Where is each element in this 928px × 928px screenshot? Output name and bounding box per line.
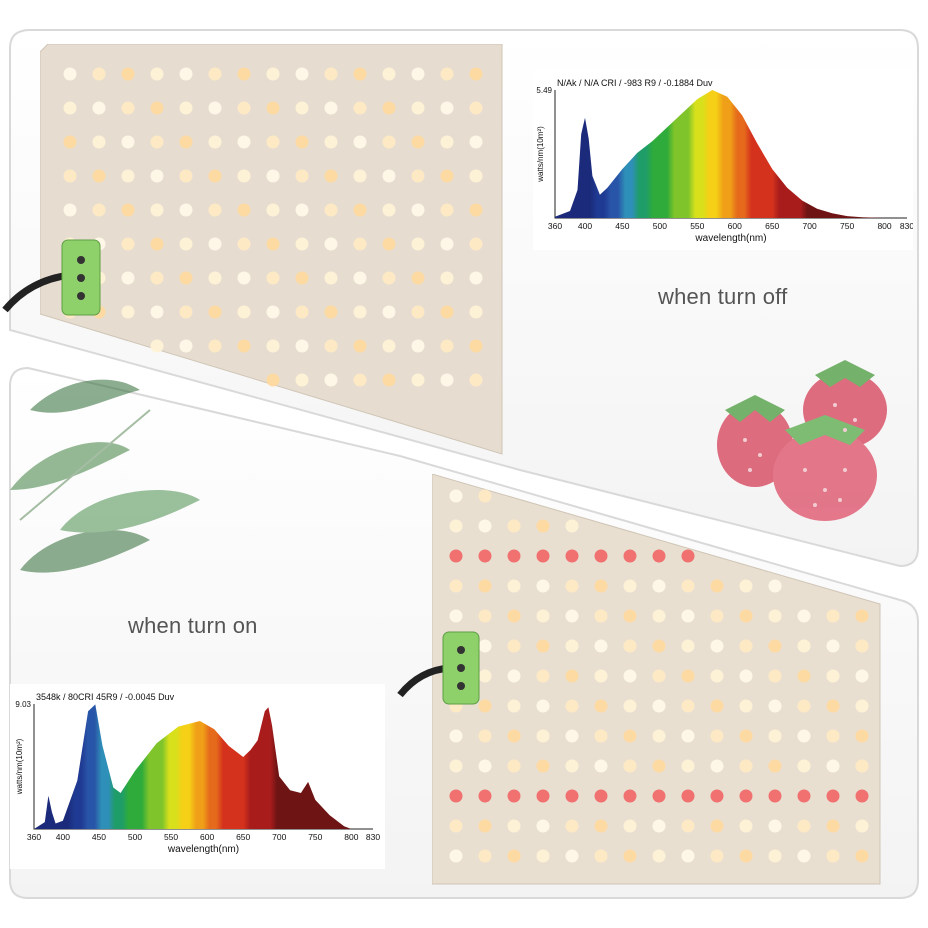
x-tick-label: 700 [272,832,286,842]
x-tick-label: 550 [690,221,704,231]
x-tick-label: 360 [548,221,562,231]
x-tick-label: 750 [840,221,854,231]
x-axis-label: wavelength(nm) [694,233,766,244]
x-tick-label: 650 [765,221,779,231]
x-tick-label: 750 [308,832,322,842]
y-axis-label: watts/nm(10m²) [15,738,24,795]
x-tick-label: 800 [344,832,358,842]
led-board-on [432,474,881,885]
x-tick-label: 830 [366,832,380,842]
y-max-label: 5.49 [536,86,552,95]
spectrum-area [555,90,885,218]
led-board-off [40,44,503,455]
x-tick-label: 360 [27,832,41,842]
x-tick-label: 400 [56,832,70,842]
x-tick-label: 800 [877,221,891,231]
controller-bottom [397,631,480,705]
x-tick-label: 830 [900,221,913,231]
spectrum-area [34,704,352,829]
x-tick-label: 650 [236,832,250,842]
x-axis-label: wavelength(nm) [167,844,239,855]
chart-title: N/Ak / N/A CRI / -983 R9 / -0.1884 Duv [557,78,713,88]
x-tick-label: 700 [803,221,817,231]
caption-turn-off: when turn off [658,284,788,309]
x-tick-label: 450 [615,221,629,231]
controller-top [2,239,101,316]
x-tick-label: 400 [578,221,592,231]
x-tick-label: 600 [728,221,742,231]
spectrum-chart-off: N/Ak / N/A CRI / -983 R9 / -0.1884 Duv 5.… [533,70,914,250]
spectrum-chart-off-svg: N/Ak / N/A CRI / -983 R9 / -0.1884 Duv 5.… [536,78,914,244]
y-axis-label: watts/nm(10m²) [536,126,545,183]
x-tick-label: 500 [128,832,142,842]
spectrum-chart-on: 3548k / 80CRI 45R9 / -0.0045 Duv 9.03 watt… [10,684,385,869]
x-tick-label: 500 [653,221,667,231]
plant-leaves-image [10,379,200,573]
spectrum-chart-on-svg: 3548k / 80CRI 45R9 / -0.0045 Duv 9.03 watt… [15,692,380,855]
y-max-label: 9.03 [15,700,31,709]
strawberries-image [717,360,887,521]
chart-title: 3548k / 80CRI 45R9 / -0.0045 Duv [36,692,175,702]
caption-turn-on: when turn on [128,613,258,638]
x-tick-label: 550 [164,832,178,842]
x-tick-label: 450 [92,832,106,842]
x-tick-label: 600 [200,832,214,842]
